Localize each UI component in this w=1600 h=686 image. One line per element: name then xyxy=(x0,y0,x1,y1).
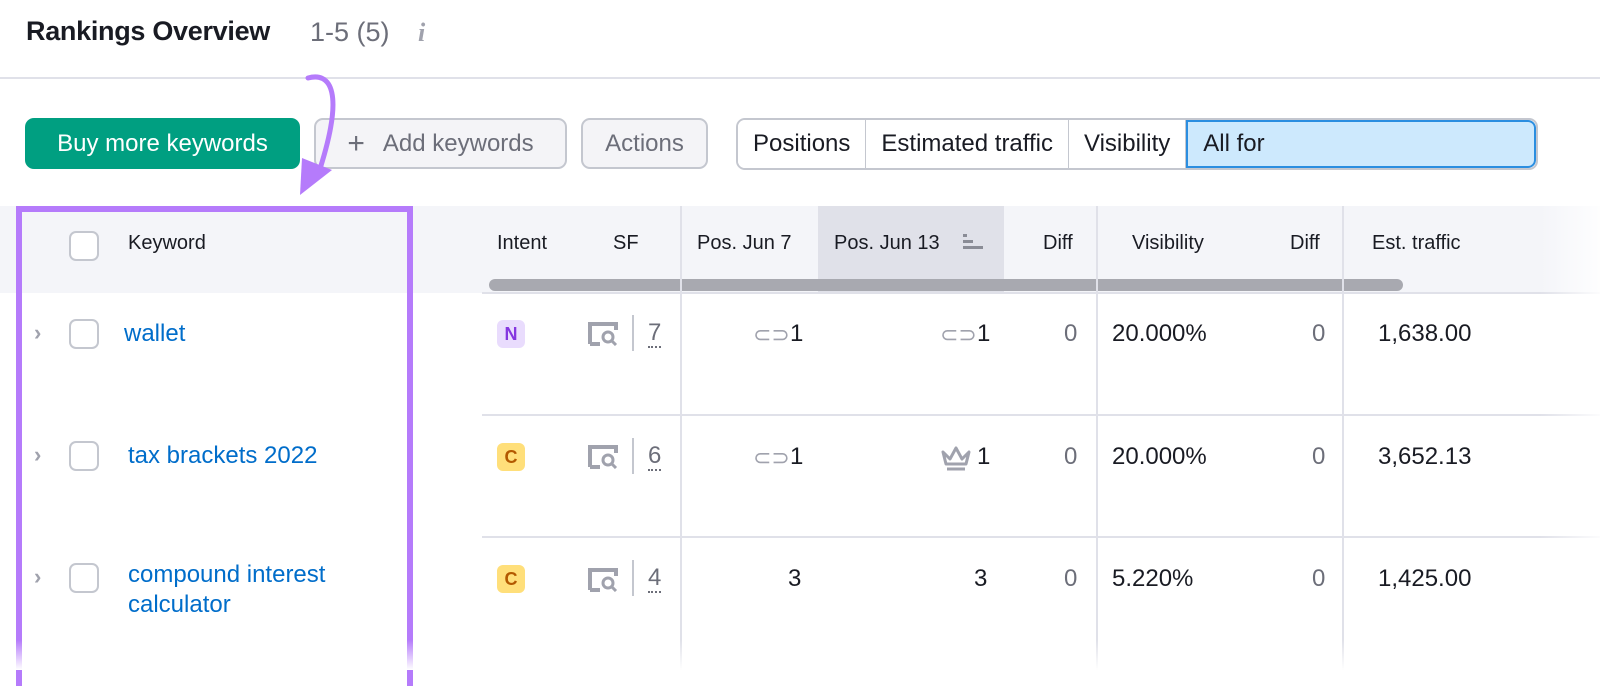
expand-chevron-icon[interactable]: › xyxy=(34,320,42,345)
col-visibility[interactable]: Visibility xyxy=(1132,232,1204,254)
select-all-checkbox[interactable] xyxy=(69,231,99,261)
col-pos-jun7[interactable]: Pos. Jun 7 xyxy=(697,232,792,254)
pos-diff: 0 xyxy=(1064,443,1078,470)
row-checkbox[interactable] xyxy=(69,563,99,593)
info-icon[interactable]: i xyxy=(418,18,426,47)
bottom-fade xyxy=(0,640,1600,670)
keyword-column-highlight xyxy=(16,206,413,686)
divider xyxy=(482,414,1600,416)
link-icon: ⊂⊃ xyxy=(753,445,790,470)
tab-positions[interactable]: Positions xyxy=(738,120,867,168)
serp-features-icon[interactable] xyxy=(588,320,618,346)
visibility-diff: 0 xyxy=(1312,565,1326,592)
separator xyxy=(632,315,634,351)
actions-button[interactable]: Actions xyxy=(581,118,708,169)
divider xyxy=(1096,206,1098,670)
scroll-shadow xyxy=(1540,206,1600,670)
pos-diff: 0 xyxy=(1064,320,1078,347)
page-title: Rankings Overview xyxy=(26,16,271,46)
keyword-link[interactable]: wallet xyxy=(124,320,186,347)
col-sf[interactable]: SF xyxy=(613,232,639,254)
divider xyxy=(680,206,682,670)
visibility-value: 20.000% xyxy=(1112,443,1207,470)
expand-chevron-icon[interactable]: › xyxy=(34,564,42,589)
sf-count[interactable]: 4 xyxy=(648,564,662,593)
pos-jun7: 3 xyxy=(788,565,802,592)
expand-chevron-icon[interactable]: › xyxy=(34,442,42,467)
visibility-value: 20.000% xyxy=(1112,320,1207,347)
tab-all-for[interactable]: All for xyxy=(1186,120,1536,168)
serp-features-icon[interactable] xyxy=(588,566,618,592)
est-traffic: 3,652.13 xyxy=(1378,443,1472,470)
divider xyxy=(482,536,1600,538)
pos-jun7: 1 xyxy=(790,443,804,470)
result-count: 1-5 (5) xyxy=(310,17,390,47)
pos-diff: 0 xyxy=(1064,565,1078,592)
col-pos-jun13[interactable]: Pos. Jun 13 xyxy=(834,232,940,254)
crown-icon xyxy=(941,446,971,471)
pos-jun13: 1 xyxy=(977,443,991,470)
add-keywords-button[interactable]: + Add keywords xyxy=(314,118,567,169)
serp-features-icon[interactable] xyxy=(588,443,618,469)
plus-icon: + xyxy=(347,126,365,160)
row-checkbox[interactable] xyxy=(69,441,99,471)
visibility-diff: 0 xyxy=(1312,443,1326,470)
col-est-traffic[interactable]: Est. traffic xyxy=(1372,232,1461,254)
link-icon: ⊂⊃ xyxy=(753,322,790,347)
est-traffic: 1,638.00 xyxy=(1378,320,1472,347)
sf-count[interactable]: 7 xyxy=(648,319,662,348)
divider xyxy=(0,77,1600,79)
keyword-link[interactable]: compound interest calculator xyxy=(128,561,326,618)
add-keywords-label: Add keywords xyxy=(382,129,534,157)
pos-jun7: 1 xyxy=(790,320,804,347)
separator xyxy=(632,438,634,474)
sort-icon[interactable] xyxy=(963,234,985,250)
row-checkbox[interactable] xyxy=(69,319,99,349)
visibility-diff: 0 xyxy=(1312,320,1326,347)
separator xyxy=(632,560,634,596)
sorted-column-highlight xyxy=(818,206,1004,293)
col-keyword[interactable]: Keyword xyxy=(128,232,206,254)
horizontal-scrollbar[interactable] xyxy=(489,279,1403,291)
pos-jun13: 1 xyxy=(977,320,991,347)
link-icon: ⊂⊃ xyxy=(940,322,977,347)
divider xyxy=(1342,206,1344,670)
intent-badge: N xyxy=(497,320,525,348)
est-traffic: 1,425.00 xyxy=(1378,565,1472,592)
annotation-arrow-icon xyxy=(300,74,336,195)
intent-badge: C xyxy=(497,443,525,471)
col-diff[interactable]: Diff xyxy=(1043,232,1073,254)
buy-more-keywords-button[interactable]: Buy more keywords xyxy=(25,118,300,169)
view-switch: Positions Estimated traffic Visibility A… xyxy=(736,118,1538,170)
intent-badge: C xyxy=(497,565,525,593)
col-visibility-diff[interactable]: Diff xyxy=(1290,232,1320,254)
tab-estimated-traffic[interactable]: Estimated traffic xyxy=(866,120,1070,168)
sf-count[interactable]: 6 xyxy=(648,442,662,471)
col-intent[interactable]: Intent xyxy=(497,232,548,254)
keyword-link[interactable]: tax brackets 2022 xyxy=(128,442,318,469)
table-header xyxy=(0,206,1600,293)
divider xyxy=(482,292,1600,294)
visibility-value: 5.220% xyxy=(1112,565,1194,592)
pos-jun13: 3 xyxy=(974,565,988,592)
tab-visibility[interactable]: Visibility xyxy=(1069,120,1187,168)
